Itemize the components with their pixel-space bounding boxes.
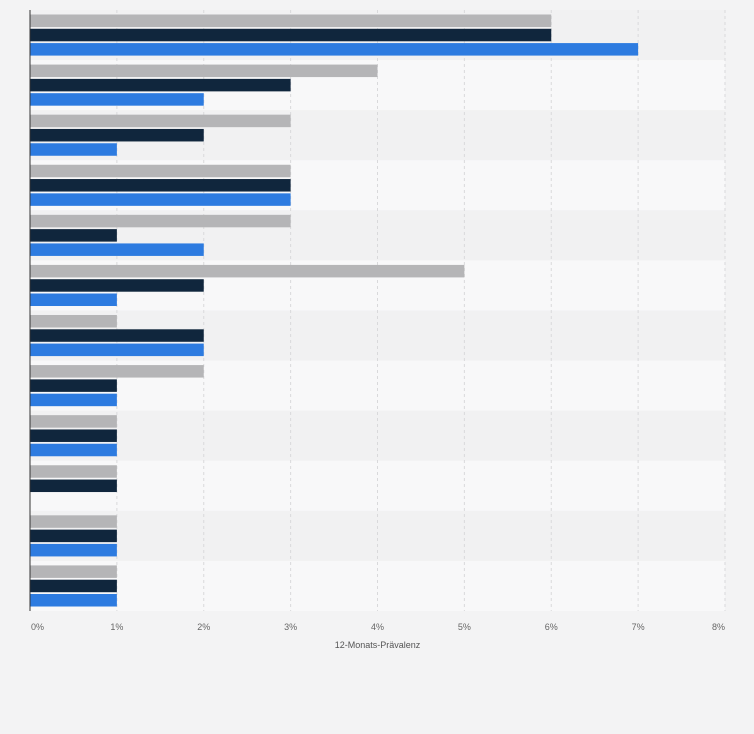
x-tick-label: 7% <box>632 622 645 632</box>
bar <box>30 78 291 92</box>
bar <box>30 14 552 27</box>
bar <box>30 329 204 342</box>
bar <box>30 243 204 256</box>
gridlines <box>116 10 726 611</box>
x-tick-label: 8% <box>712 622 725 632</box>
bar <box>30 164 291 178</box>
bar <box>30 343 204 357</box>
bar <box>30 229 117 242</box>
bar <box>30 443 117 457</box>
bar <box>30 64 378 78</box>
bar <box>30 279 204 292</box>
bar <box>30 193 291 206</box>
bar <box>30 565 117 578</box>
category-band <box>30 510 725 561</box>
bar <box>30 214 291 228</box>
bar <box>30 515 117 528</box>
bar <box>30 143 117 156</box>
bar <box>30 579 117 593</box>
x-tick-label: 0% <box>31 622 44 632</box>
bar <box>30 114 291 128</box>
bar <box>30 179 291 192</box>
x-tick-label: 1% <box>110 622 123 632</box>
x-tick-label: 3% <box>284 622 297 632</box>
bar <box>30 43 639 56</box>
bar <box>30 529 117 543</box>
bar <box>30 379 117 392</box>
bar <box>30 393 117 407</box>
bar <box>30 365 204 378</box>
bar <box>30 264 465 278</box>
bar <box>30 594 117 607</box>
bar <box>30 543 117 557</box>
bar <box>30 28 552 42</box>
bar <box>30 93 204 106</box>
x-tick-label: 4% <box>371 622 384 632</box>
bar <box>30 314 117 328</box>
bar <box>30 465 117 478</box>
x-tick-label: 5% <box>458 622 471 632</box>
bar <box>30 128 204 142</box>
bar <box>30 429 117 442</box>
x-tick-labels: 0% 1% 2% 3% 4% 5% 6% 7% 8% <box>31 622 725 632</box>
x-tick-label: 2% <box>197 622 210 632</box>
bar <box>30 479 117 493</box>
x-tick-label: 6% <box>545 622 558 632</box>
x-axis-label: 12-Monats-Prävalenz <box>335 640 421 650</box>
bar <box>30 293 117 307</box>
bar <box>30 415 117 428</box>
bars <box>30 14 639 607</box>
